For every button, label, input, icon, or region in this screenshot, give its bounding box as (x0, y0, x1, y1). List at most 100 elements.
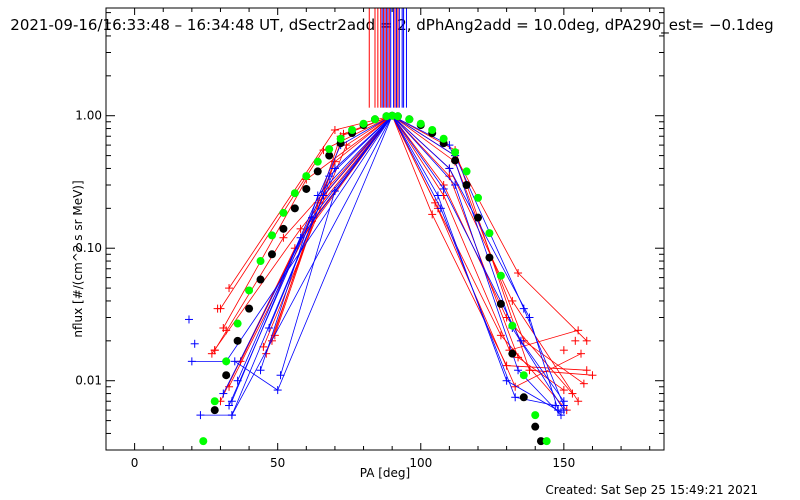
fit-green-marker-25 (474, 193, 482, 202)
fit-green-marker-2 (222, 357, 231, 366)
fit-green-marker-18 (393, 112, 402, 121)
blue-right-lines-point-2-2 (516, 336, 525, 345)
red-right-lines-point-2-3 (574, 397, 583, 406)
chart-title: 2021-09-16/16:33:48 – 16:34:48 UT, dSect… (10, 16, 773, 35)
red-right-lines-line-5 (391, 115, 587, 371)
blue-left-lines-line-6 (237, 115, 393, 381)
fit-black-marker-9 (313, 167, 322, 176)
red-right-lines-line-0 (391, 115, 587, 342)
fit-green-marker-19 (405, 115, 414, 124)
fit-black-marker-26 (496, 299, 505, 308)
blue-left-lines-loose-point-0 (184, 315, 193, 324)
red-left-lines-loose-point-1 (222, 326, 231, 335)
red-right-lines-line-7 (391, 115, 579, 351)
fit-black-marker-10 (325, 151, 334, 160)
blue-right-lines-line-5 (391, 115, 565, 406)
red-left-lines-point-0-1 (330, 126, 339, 135)
fit-green-marker-8 (290, 189, 299, 198)
red-right-lines-point-5-1 (428, 210, 437, 219)
red-right-lines-point-0-3 (582, 336, 591, 345)
fit-green-marker-0 (199, 437, 208, 446)
fit-green-marker-4 (245, 286, 254, 295)
red-left-lines-point-3-1 (279, 233, 288, 242)
blue-left-lines-point-2-0 (230, 357, 239, 366)
fit-black-marker-27 (508, 349, 517, 358)
blue-left-lines-point-10-1 (330, 187, 339, 196)
x-tick-label-3: 150 (552, 456, 575, 470)
red-right-lines-point-6-3 (559, 386, 568, 395)
y-tick-label-1: 0.10 (75, 241, 102, 255)
blue-right-lines-point-3-1 (445, 164, 454, 173)
fit-black-marker-0 (210, 406, 219, 415)
x-tick-label-1: 50 (270, 456, 285, 470)
blue-right-lines-point-5-3 (559, 401, 568, 410)
blue-right-lines-point-4-3 (551, 401, 560, 410)
blue-left-lines-loose-point-1 (190, 339, 199, 348)
fit-green-marker-26 (485, 229, 494, 238)
x-tick-label-0: 0 (131, 456, 139, 470)
red-left-lines-loose-point-2 (210, 346, 219, 355)
blue-right-lines-point-4-1 (436, 204, 445, 213)
y-tick-label-0: 0.01 (75, 374, 102, 388)
fit-green-marker-28 (508, 321, 517, 330)
fit-black-marker-2 (233, 336, 242, 345)
fit-green-marker-31 (542, 437, 551, 446)
red-right-lines-point-1-3 (568, 389, 577, 398)
fit-black-marker-6 (279, 224, 288, 233)
creation-timestamp: Created: Sat Sep 25 15:49:21 2021 (545, 483, 758, 497)
fit-green-marker-9 (302, 172, 311, 181)
fit-green-marker-10 (313, 157, 322, 166)
red-right-lines-point-8-3 (588, 371, 597, 380)
fit-black-marker-28 (519, 393, 528, 402)
fit-green-marker-24 (462, 167, 471, 176)
blue-right-lines-point-6-3 (556, 408, 565, 417)
blue-left-lines-point-10-0 (276, 371, 285, 380)
fit-green-marker-6 (267, 231, 276, 240)
red-right-lines-point-5-3 (582, 366, 591, 375)
blue-left-lines-point-9-1 (313, 191, 322, 200)
blue-left-lines-line-2 (234, 115, 393, 391)
fit-green-marker-30 (531, 411, 540, 420)
fit-black-marker-8 (302, 184, 311, 193)
red-left-lines-loose-point-0 (213, 304, 222, 313)
fit-green-marker-20 (416, 119, 425, 128)
blue-left-lines-point-8-1 (296, 233, 305, 242)
fit-black-marker-29 (531, 422, 540, 431)
x-tick-label-2: 100 (409, 456, 432, 470)
x-axis-label: PA [deg] (360, 466, 410, 480)
blue-right-lines-point-6-1 (433, 191, 442, 200)
blue-left-lines-point-0-0 (187, 357, 196, 366)
fit-green-marker-11 (325, 145, 334, 154)
fit-green-marker-3 (233, 319, 242, 328)
red-right-lines-point-7-3 (574, 326, 583, 335)
fit-green-marker-15 (370, 115, 379, 124)
fit-green-marker-12 (336, 134, 345, 143)
blue-right-lines-point-6-2 (502, 376, 511, 385)
blue-right-lines-point-1-2 (514, 366, 523, 375)
red-right-lines-point-8-2 (525, 366, 534, 375)
blue-right-lines-point-5-2 (519, 304, 528, 313)
blue-left-lines-point-2-1 (273, 386, 282, 395)
fit-green-marker-22 (439, 134, 448, 143)
fit-black-marker-7 (290, 204, 299, 213)
fit-green-marker-23 (451, 148, 460, 157)
blue-left-lines-point-4-0 (219, 389, 228, 398)
blue-right-lines-line-1 (391, 115, 562, 416)
red-right-lines-loose-point-1 (571, 336, 580, 345)
blue-right-lines-point-2-1 (439, 184, 448, 193)
fit-black-marker-24 (474, 213, 482, 222)
blue-right-lines-line-6 (391, 115, 562, 413)
red-left-lines-point-0-0 (225, 284, 234, 293)
blue-left-lines-point-7-0 (265, 323, 274, 332)
red-right-lines-point-6-2 (514, 353, 523, 362)
fit-black-marker-25 (485, 253, 494, 262)
y-axis-label: nflux [#/(cm^2 s sr MeV)] (71, 180, 85, 337)
fit-black-marker-3 (245, 304, 254, 313)
blue-left-lines-line-4 (222, 115, 393, 394)
fit-green-marker-1 (210, 397, 219, 406)
blue-left-lines-point-9-0 (256, 366, 265, 375)
blue-right-lines-line-2 (391, 115, 565, 402)
fit-black-marker-22 (451, 156, 460, 165)
fit-green-marker-27 (496, 271, 505, 280)
